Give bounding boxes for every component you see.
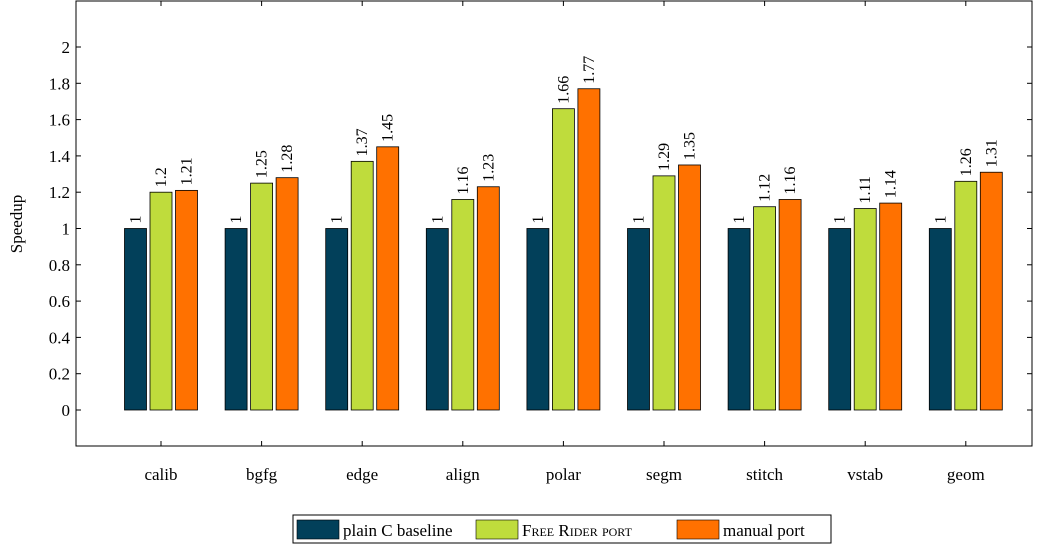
- legend-label-manual: manual port: [723, 521, 805, 540]
- bar-value-label: 1: [128, 216, 145, 224]
- bar: [451, 199, 475, 411]
- legend-swatch-freerider: [475, 519, 519, 540]
- bar: [577, 88, 601, 411]
- bar: [678, 164, 701, 411]
- data-labels-group: 1 1.2 1.21 1 1.25 1.28 1 1.37 1.45 1 1.16 1.23 1 1.66…: [128, 56, 1001, 224]
- bar-value-label: 1.26: [958, 148, 975, 176]
- x-tick-label: stitch: [746, 465, 783, 484]
- bar-value-label: 1.37: [354, 128, 371, 156]
- bar: [552, 108, 575, 411]
- bar: [828, 228, 852, 411]
- bar: [526, 228, 550, 411]
- x-tick-label: calib: [144, 465, 177, 484]
- legend-swatch-manual: [676, 519, 720, 540]
- x-tick-label: edge: [346, 465, 378, 484]
- y-tick-label: 1.8: [49, 74, 70, 93]
- bar-value-label: 1.14: [883, 170, 900, 198]
- bar-value-label: 1: [631, 216, 648, 224]
- x-tick-label: align: [446, 465, 480, 484]
- bar-value-label: 1: [530, 216, 547, 224]
- bar-value-label: 1: [932, 216, 949, 224]
- y-tick-label: 1.4: [49, 147, 71, 166]
- bar-value-label: 1.25: [254, 150, 271, 178]
- bar: [652, 175, 676, 411]
- axis-ticks: [76, 1, 1032, 446]
- bar: [879, 202, 903, 411]
- bar-value-label: 1.28: [279, 145, 296, 173]
- x-tick-label: polar: [546, 465, 581, 484]
- y-tick-label: 0: [62, 401, 71, 420]
- bar: [124, 228, 147, 411]
- bar: [325, 228, 349, 411]
- y-tick-label: 2: [62, 38, 71, 57]
- bar: [627, 228, 650, 411]
- plot-area-frame: [75, 0, 1033, 447]
- y-tick-label: 1: [62, 220, 71, 239]
- bar: [425, 228, 449, 411]
- bar-value-label: 1: [731, 216, 748, 224]
- legend-swatch-baseline: [296, 519, 340, 540]
- bar: [853, 208, 877, 411]
- bar-value-label: 1.77: [581, 56, 598, 84]
- x-tick-label: bgfg: [246, 465, 278, 484]
- bar-value-label: 1.21: [179, 157, 196, 185]
- bar: [275, 177, 299, 411]
- bar: [476, 186, 500, 411]
- bar-value-label: 1.35: [682, 132, 699, 160]
- y-tick-label: 0.6: [49, 292, 70, 311]
- x-tick-label: geom: [947, 465, 985, 484]
- y-tick-label: 1.2: [49, 183, 70, 202]
- legend-label-baseline: plain C baseline: [343, 521, 453, 540]
- bar: [250, 182, 274, 411]
- legend: plain C baseline Free Rider port manual …: [292, 514, 832, 544]
- x-tick-labels: calib bgfg edge align polar segm stitch vstab ge…: [144, 465, 984, 484]
- bar: [727, 228, 751, 411]
- bar: [350, 160, 374, 411]
- x-tick-label: segm: [646, 465, 682, 484]
- bar-value-label: 1.29: [656, 143, 673, 171]
- bar: [979, 171, 1003, 411]
- bar-value-label: 1.2: [153, 167, 170, 187]
- bar: [753, 206, 776, 411]
- bar-value-label: 1.16: [455, 166, 472, 194]
- bar-value-label: 1: [228, 216, 245, 224]
- y-tick-label: 1.6: [49, 111, 70, 130]
- bars-group: [124, 88, 1003, 411]
- bar-value-label: 1.31: [983, 139, 1000, 167]
- x-tick-label: vstab: [847, 465, 883, 484]
- y-tick-label: 0.4: [49, 328, 71, 347]
- bar-value-label: 1.45: [380, 114, 397, 142]
- bar: [928, 228, 952, 411]
- bar: [376, 146, 400, 411]
- bar-value-label: 1: [832, 216, 849, 224]
- bar-value-label: 1.23: [480, 154, 497, 182]
- bar-value-label: 1.66: [555, 76, 572, 104]
- y-tick-label: 0.2: [49, 365, 70, 384]
- bar-value-label: 1.11: [857, 176, 874, 203]
- y-tick-labels: 0 0.2 0.4 0.6 0.8 1 1.2 1.4 1.6 1.8 2: [49, 38, 71, 420]
- bar: [175, 189, 198, 411]
- bar-value-label: 1.12: [757, 174, 774, 202]
- bar: [778, 199, 802, 411]
- bar-value-label: 1.16: [782, 166, 799, 194]
- bar-value-label: 1: [429, 216, 446, 224]
- bar: [954, 180, 978, 411]
- legend-box: [292, 514, 832, 544]
- y-axis-label: Speedup: [7, 195, 26, 254]
- legend-label-freerider: Free Rider port: [522, 521, 633, 540]
- bar: [224, 228, 248, 411]
- bar: [149, 191, 173, 411]
- bar-value-label: 1: [329, 216, 346, 224]
- y-tick-label: 0.8: [49, 256, 70, 275]
